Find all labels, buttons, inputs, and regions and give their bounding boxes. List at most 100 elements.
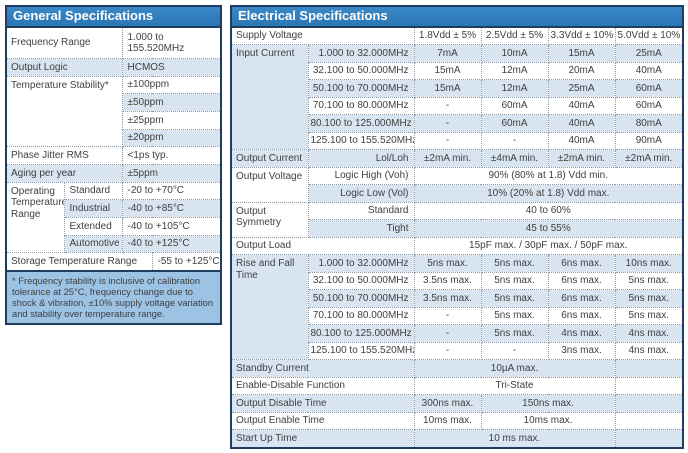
freq-range-label: 1.000 to 32.000MHz xyxy=(307,254,415,273)
table-row: 32.100 to 50.000MHz 3.5ns max. 5ns max. … xyxy=(232,271,682,291)
freq-range-label: 125.100 to 155.520MHz xyxy=(308,131,415,151)
table-row: Logic Low (Vol) 10% (20% at 1.8) Vdd max… xyxy=(232,184,682,203)
spec-value: ±25ppm xyxy=(122,111,220,130)
spec-value: 7mA xyxy=(413,44,482,63)
spec-value: - xyxy=(413,96,482,116)
spec-value: 5ns max. xyxy=(614,289,682,308)
spec-value: 40mA xyxy=(614,61,682,81)
spec-value: 10% (20% at 1.8) Vdd max. xyxy=(413,184,682,203)
spec-value: 10mA xyxy=(480,44,549,63)
spec-value: 5ns max. xyxy=(480,324,549,343)
spec-label: Output Load xyxy=(232,236,415,256)
spec-value: 15mA xyxy=(547,44,616,63)
freq-range-label: 125.100 to 155.520MHz xyxy=(308,341,415,361)
spec-value: ±4mA min. xyxy=(480,149,549,168)
spec-value: 300ns max. xyxy=(413,394,482,413)
spec-value: ±50ppm xyxy=(122,93,220,113)
spec-sublabel: Tight xyxy=(308,219,415,238)
spec-sublabel: Logic Low (Vol) xyxy=(308,184,415,203)
empty-cell xyxy=(614,411,682,431)
spec-label: Input Current xyxy=(232,44,309,151)
table-row: Storage Temperature Range -55 to +125°C xyxy=(7,252,220,270)
table-row: Automotive -40 to +125°C xyxy=(7,234,220,254)
spec-value: 20mA xyxy=(547,61,616,81)
spec-value: 90mA xyxy=(614,131,682,151)
spec-value: - xyxy=(413,131,482,151)
voltage-col-header: 5.0Vdd ± 10% xyxy=(614,28,682,46)
spec-value: 25mA xyxy=(547,79,616,98)
spec-sublabel: Standard xyxy=(307,201,415,221)
freq-range-label: 50.100 to 70.000MHz xyxy=(308,289,415,308)
table-row: Output Current Lol/Loh ±2mA min. ±4mA mi… xyxy=(232,149,682,168)
spec-value: - xyxy=(480,341,549,361)
table-row: Enable-Disable Function Tri-State xyxy=(232,376,682,396)
spec-value: -40 to +85°C xyxy=(121,199,220,219)
spec-label: Output Current xyxy=(232,149,309,168)
table-row: 80.100 to 125.000MHz - 60mA 40mA 80mA xyxy=(232,114,682,133)
spec-value: 6ns max. xyxy=(547,271,616,291)
table-row: Output Logic HCMOS xyxy=(7,58,220,77)
table-row: 70.100 to 80.000MHz - 5ns max. 6ns max. … xyxy=(232,306,682,326)
spec-label: Rise and Fall Time xyxy=(232,254,309,361)
freq-range-label: 32.100 to 50.000MHz xyxy=(308,61,415,81)
table-row: Extended -40 to +105°C xyxy=(7,217,220,236)
spec-value: 60mA xyxy=(614,79,682,98)
spec-value: <1ps typ. xyxy=(121,146,220,166)
spec-label: Output Symmetry xyxy=(232,201,309,238)
table-row: Standby Current 10µA max. xyxy=(232,359,682,378)
table-row: Industrial -40 to +85°C xyxy=(7,199,220,219)
freq-range-label: 70.100 to 80.000MHz xyxy=(308,96,415,116)
freq-range-label: 1.000 to 32.000MHz xyxy=(307,44,415,63)
spec-label: Aging per year xyxy=(7,164,123,183)
spec-label: Supply Voltage xyxy=(232,28,415,46)
spec-value: 10ms max. xyxy=(413,411,482,431)
freq-range-label: 80.100 to 125.000MHz xyxy=(308,324,415,343)
electrical-specifications-table: Supply Voltage 1.8Vdd ± 5% 2.5Vdd ± 5% 3… xyxy=(232,28,682,447)
spec-value: 10µA max. xyxy=(413,359,616,378)
spec-label: Enable-Disable Function xyxy=(232,376,415,396)
spec-value: 40mA xyxy=(547,114,616,133)
spec-value: -40 to +105°C xyxy=(121,217,220,236)
spec-label: Output Disable Time xyxy=(232,394,415,413)
spec-value: 15pF max. / 30pF max. / 50pF max. xyxy=(413,236,682,256)
spec-value: 40 to 60% xyxy=(413,201,682,221)
table-row: 125.100 to 155.520MHz - - 3ns max. 4ns m… xyxy=(232,341,682,361)
general-specifications-table: Frequency Range 1.000 to 155.520MHz Outp… xyxy=(7,28,220,270)
table-row: Aging per year ±5ppm xyxy=(7,164,220,183)
table-row: Frequency Range 1.000 to 155.520MHz xyxy=(7,28,220,59)
table-row: Tight 45 to 55% xyxy=(232,219,682,238)
table-row: Temperature Stability* ±100ppm xyxy=(7,75,220,148)
empty-cell xyxy=(614,376,682,396)
spec-value: 10ns max. xyxy=(614,254,682,273)
spec-value: 5ns max. xyxy=(480,306,549,326)
spec-label: Operating Temperature Range xyxy=(7,181,65,254)
spec-value: - xyxy=(413,114,482,133)
spec-label: Start Up Time xyxy=(232,429,415,447)
spec-value: 4ns max. xyxy=(614,341,682,361)
general-specifications-panel: General Specifications Frequency Range 1… xyxy=(5,5,222,325)
spec-value: -40 to +125°C xyxy=(121,234,220,254)
table-row: Operating Temperature Range Standard -20… xyxy=(7,181,220,254)
spec-label: Frequency Range xyxy=(7,28,123,59)
spec-label: Standby Current xyxy=(232,359,415,378)
spec-value: 60mA xyxy=(480,114,549,133)
spec-value: 45 to 55% xyxy=(413,219,682,238)
spec-value: - xyxy=(480,131,549,151)
table-row: Output Enable Time 10ms max. 10ms max. xyxy=(232,411,682,431)
spec-label: Storage Temperature Range xyxy=(7,252,153,270)
spec-value: 5ns max. xyxy=(413,254,482,273)
freq-range-label: 80.100 to 125.000MHz xyxy=(308,114,415,133)
electrical-specifications-title: Electrical Specifications xyxy=(232,7,682,28)
table-row: Rise and Fall Time 1.000 to 32.000MHz 5n… xyxy=(232,254,682,361)
spec-value: 5ns max. xyxy=(614,306,682,326)
table-row: Supply Voltage 1.8Vdd ± 5% 2.5Vdd ± 5% 3… xyxy=(232,28,682,46)
spec-value: 6ns max. xyxy=(547,254,616,273)
table-row: 70.100 to 80.000MHz - 60mA 40mA 60mA xyxy=(232,96,682,116)
table-row: Output Disable Time 300ns max. 150ns max… xyxy=(232,394,682,413)
spec-value: 5ns max. xyxy=(480,271,549,291)
table-row: ±20ppm xyxy=(7,128,220,148)
table-row: 50.100 to 70.000MHz 3.5ns max. 5ns max. … xyxy=(232,289,682,308)
table-row: Phase Jitter RMS <1ps typ. xyxy=(7,146,220,166)
spec-value: 150ns max. xyxy=(480,394,616,413)
